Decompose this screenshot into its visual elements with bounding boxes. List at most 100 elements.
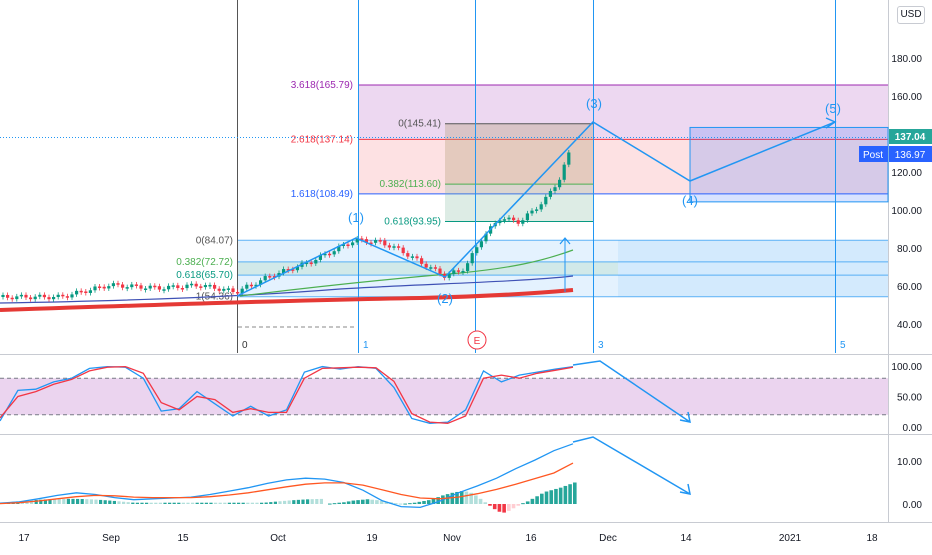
macd-histogram-bar bbox=[218, 502, 222, 504]
candle-body bbox=[282, 269, 286, 274]
candle-body bbox=[10, 297, 14, 300]
candle-body bbox=[397, 246, 401, 248]
candle-body bbox=[144, 288, 148, 290]
price-tick-label: 160.00 bbox=[891, 92, 922, 103]
macd-histogram-bar bbox=[573, 482, 577, 504]
candle-body bbox=[461, 270, 465, 273]
macd-histogram-bar bbox=[264, 502, 268, 504]
macd-histogram-bar bbox=[163, 502, 167, 504]
macd-histogram-bar bbox=[488, 504, 492, 506]
macd-histogram-bar bbox=[319, 498, 323, 504]
macd-histogram-bar bbox=[296, 499, 300, 504]
candle-body bbox=[438, 268, 442, 274]
price-tick-label: 180.00 bbox=[891, 54, 922, 65]
fib-ext-level-label: 2.618(137.14) bbox=[291, 134, 353, 145]
stoch-tick-label: 100.00 bbox=[891, 362, 922, 373]
fib-ret1-level-label: 0(84.07) bbox=[196, 235, 233, 246]
macd-histogram-bar bbox=[292, 500, 296, 504]
macd-histogram-bar bbox=[370, 499, 375, 504]
fib-ext-zone-lower bbox=[358, 139, 888, 194]
macd-histogram-bar bbox=[549, 490, 554, 504]
candle-body bbox=[121, 284, 125, 288]
wave-label: (4) bbox=[682, 193, 698, 208]
candle-body bbox=[341, 244, 345, 247]
time-tick-label: 16 bbox=[525, 533, 537, 544]
candle-body bbox=[19, 294, 23, 297]
candle-body bbox=[1, 294, 5, 297]
candle-body bbox=[420, 258, 424, 264]
fib-ret1-extended-zone bbox=[618, 240, 888, 297]
currency-badge[interactable]: USD bbox=[897, 6, 925, 24]
candle-body bbox=[199, 286, 203, 288]
macd-pane: 0.00 10.00 bbox=[0, 436, 922, 513]
macd-tick-label: 10.00 bbox=[897, 457, 922, 468]
candle-body bbox=[318, 254, 322, 260]
stoch-projection-arrow bbox=[572, 360, 691, 423]
candle-body bbox=[47, 297, 51, 300]
macd-histogram-bar bbox=[39, 499, 43, 504]
macd-histogram-bar bbox=[450, 492, 455, 504]
candle-body bbox=[236, 291, 240, 294]
wave-label: (5) bbox=[825, 101, 841, 116]
macd-histogram-bar bbox=[511, 504, 516, 509]
fib-ret1-zone bbox=[237, 240, 618, 297]
time-tick-label: 17 bbox=[18, 533, 30, 544]
macd-histogram-bar bbox=[530, 498, 535, 504]
macd-histogram-bar bbox=[149, 502, 153, 504]
macd-histogram-bar bbox=[398, 503, 403, 505]
macd-histogram-bar bbox=[412, 502, 417, 504]
candle-body bbox=[157, 286, 161, 290]
candle-body bbox=[424, 263, 428, 268]
macd-histogram-bar bbox=[43, 499, 47, 504]
candle-body bbox=[429, 267, 433, 269]
candle-body bbox=[286, 269, 290, 271]
macd-histogram-bar bbox=[356, 500, 360, 504]
post-price-tag bbox=[889, 146, 932, 162]
earnings-marker-label: E bbox=[474, 336, 481, 347]
candle-body bbox=[346, 244, 350, 247]
macd-signal-line bbox=[0, 462, 574, 505]
candle-body bbox=[245, 284, 249, 289]
last-price-tag bbox=[889, 129, 932, 144]
macd-histogram-bar bbox=[214, 502, 218, 504]
macd-histogram-bar bbox=[135, 502, 139, 504]
time-tick-label: 18 bbox=[866, 533, 878, 544]
candle-body bbox=[309, 262, 313, 265]
macd-histogram-bar bbox=[48, 499, 52, 504]
price-tick-label: 60.00 bbox=[897, 282, 922, 293]
macd-histogram-bar bbox=[492, 504, 497, 510]
candle-body bbox=[190, 283, 194, 286]
macd-histogram-bar bbox=[497, 504, 502, 512]
macd-histogram-bar bbox=[431, 498, 436, 504]
macd-histogram-bar bbox=[168, 502, 172, 504]
macd-histogram-bar bbox=[186, 502, 190, 504]
candle-body bbox=[498, 220, 502, 224]
candle-body bbox=[15, 296, 19, 300]
macd-histogram-bar bbox=[241, 502, 245, 504]
candle-body bbox=[374, 240, 378, 243]
fib-ret2-level-label: 0(145.41) bbox=[398, 119, 441, 130]
ma-red-line bbox=[0, 288, 574, 312]
candle-body bbox=[111, 283, 115, 287]
macd-histogram-bar bbox=[568, 484, 572, 504]
candle-body bbox=[392, 246, 396, 248]
candle-body bbox=[148, 285, 152, 289]
macd-histogram-bar bbox=[255, 502, 259, 504]
candle-body bbox=[328, 253, 332, 256]
wave-label: (3) bbox=[586, 96, 602, 111]
time-tick-label: 19 bbox=[366, 533, 378, 544]
time-tick-label: Nov bbox=[443, 533, 461, 544]
wave-label: (1) bbox=[348, 210, 364, 225]
macd-histogram-bar bbox=[474, 495, 478, 504]
macd-histogram-bar bbox=[483, 502, 488, 504]
candle-body bbox=[305, 262, 309, 265]
candle-body bbox=[558, 179, 562, 188]
candle-body bbox=[525, 213, 529, 221]
candle-body bbox=[226, 288, 230, 290]
macd-histogram-bar bbox=[464, 491, 469, 504]
candle-body bbox=[240, 288, 244, 294]
macd-histogram-bar bbox=[408, 503, 412, 505]
candle-body bbox=[544, 196, 548, 205]
macd-histogram-bar bbox=[365, 499, 370, 504]
macd-histogram-bar bbox=[426, 500, 431, 504]
